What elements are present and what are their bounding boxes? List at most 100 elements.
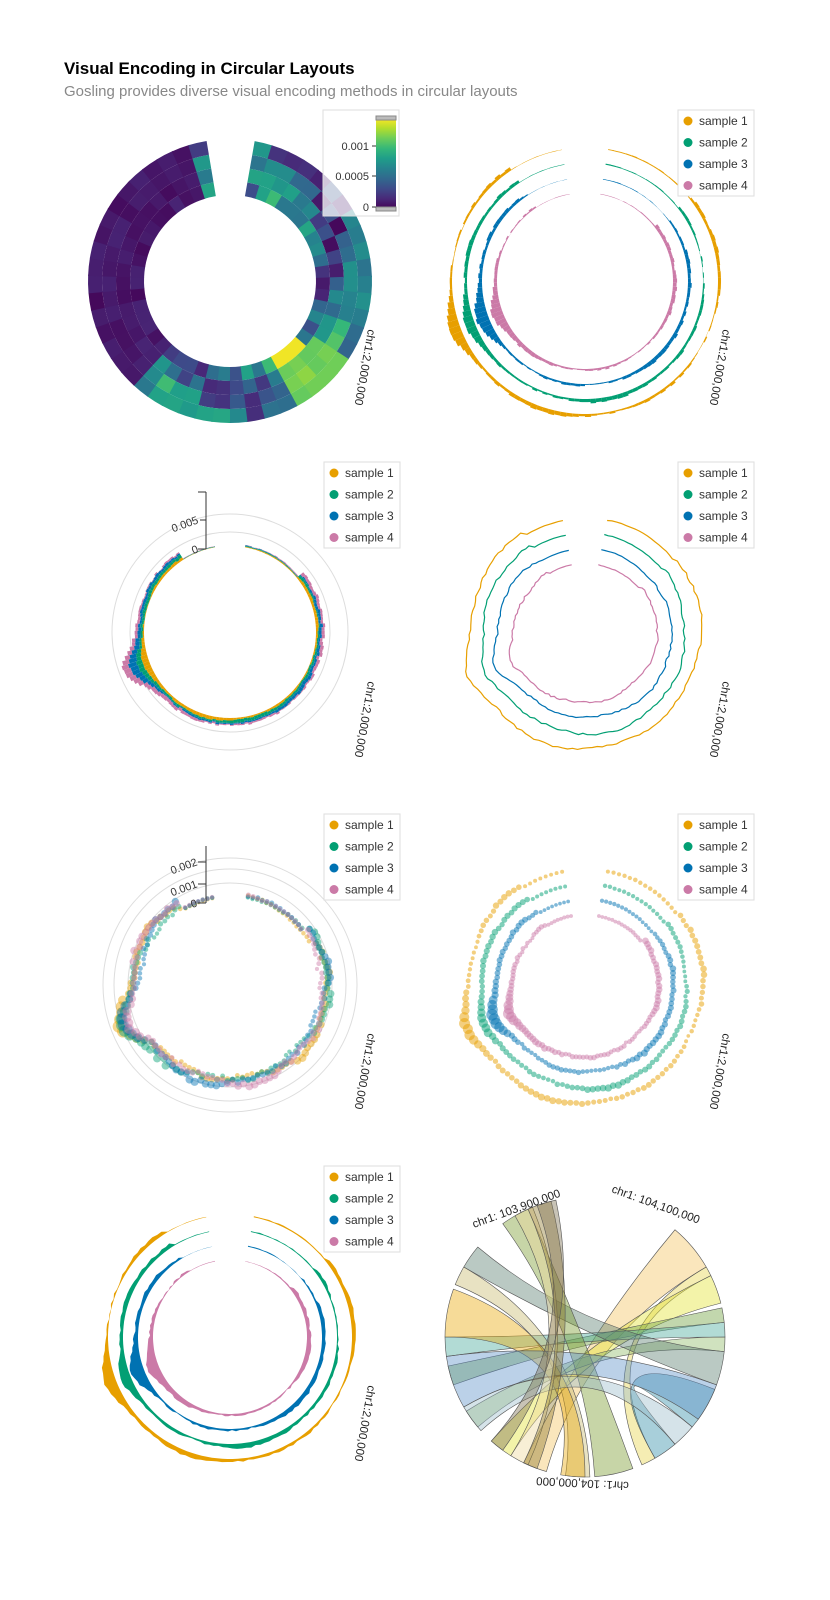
position-label: chr1:2,000,000 [707,680,732,758]
point-mark [652,931,658,937]
bar-mark [648,219,653,224]
point-mark [607,884,613,890]
bar-mark [477,282,483,288]
point-mark [285,912,291,917]
stacked-bar-mark [282,562,286,565]
heatmap-cell [194,404,215,422]
bar-mark [585,398,591,403]
stacked-bar-mark [314,651,318,656]
stacked-bar-mark [185,709,190,712]
bar-mark [513,375,520,381]
stacked-bar-mark [230,724,234,726]
stacked-bar-mark [251,548,256,550]
point-mark [510,1056,517,1062]
stacked-bar-mark [131,642,136,647]
point-mark [143,947,149,953]
point-mark [135,1032,145,1041]
point-mark [672,1032,678,1038]
stacked-bar-mark [244,721,249,724]
position-label: chr1:2,000,000 [352,680,377,758]
point-mark [661,897,666,902]
heatmap-cell [343,276,359,294]
point-mark [619,1094,625,1100]
point-mark [169,903,176,911]
point-mark [525,940,530,946]
bar-mark [684,254,690,260]
stacked-bar-mark [248,721,253,725]
point-mark [321,958,328,966]
bar-mark [488,353,496,360]
bar-mark [658,169,665,174]
legend-swatch [329,1194,339,1203]
bar-mark [699,212,706,220]
point-mark [303,1044,311,1052]
point-mark [117,1007,128,1018]
stacked-bar-mark [150,586,155,591]
bar-mark [453,253,455,260]
point-mark [610,1064,615,1070]
grid-ring [127,882,333,1088]
point-mark [126,990,134,998]
stacked-bar-mark [155,679,161,684]
point-mark [313,933,321,941]
legend-swatch [683,885,693,894]
point-mark [593,1068,598,1073]
stacked-bar-mark [139,620,143,624]
point-mark [310,1018,316,1024]
stacked-bar-mark [267,553,272,556]
stacked-bar-mark [300,572,306,578]
point-mark [325,979,332,987]
stacked-bar-mark [315,597,320,603]
bar-mark [502,324,511,332]
heatmap-cell [354,292,372,312]
point-mark [611,870,616,875]
stacked-bar-mark [315,641,318,645]
bar-mark [712,313,715,320]
legend-swatch [683,159,693,169]
bar-mark [634,351,638,355]
point-mark [173,900,180,907]
legend-label: sample 1 [699,114,748,128]
stacked-bar-mark [299,679,303,683]
stacked-bar-mark [153,576,158,581]
stacked-bar-mark [142,630,145,635]
point-mark [183,906,188,911]
bar-mark [542,391,548,396]
point-mark [150,1037,156,1044]
point-mark [139,939,146,946]
bar-mark [523,194,529,198]
point-mark [277,905,283,911]
stacked-bar-mark [164,566,169,571]
point-mark [604,1084,612,1092]
point-mark [633,1071,640,1078]
colorbar-tick-label: 0.0005 [335,171,369,183]
stacked-bar-mark [162,564,167,570]
stacked-bar-mark [256,712,261,716]
stacked-bar-mark [143,595,146,600]
point-mark [128,990,136,998]
stacked-bar-mark [261,551,265,554]
stacked-bar-mark [150,682,156,688]
point-mark [157,1045,164,1051]
point-mark [170,905,177,912]
stacked-bar-mark [170,563,176,568]
bar-mark [691,230,696,236]
point-mark [311,941,317,947]
bar-mark [475,224,481,231]
point-mark [264,1068,270,1075]
stacked-bar-mark [275,711,280,715]
stacked-bar-mark [139,641,142,646]
point-mark [528,881,533,886]
point-mark [272,905,278,910]
heatmap-cell [102,275,117,293]
bar-mark [622,391,629,398]
point-mark [684,988,690,994]
stacked-bar-mark [144,672,150,679]
stacked-bar-mark [298,682,303,687]
point-mark [192,902,197,907]
bar-mark [705,330,709,337]
bar-mark [517,219,522,224]
point-mark [145,942,151,948]
stacked-bar-mark [320,612,323,617]
point-mark [661,919,666,924]
